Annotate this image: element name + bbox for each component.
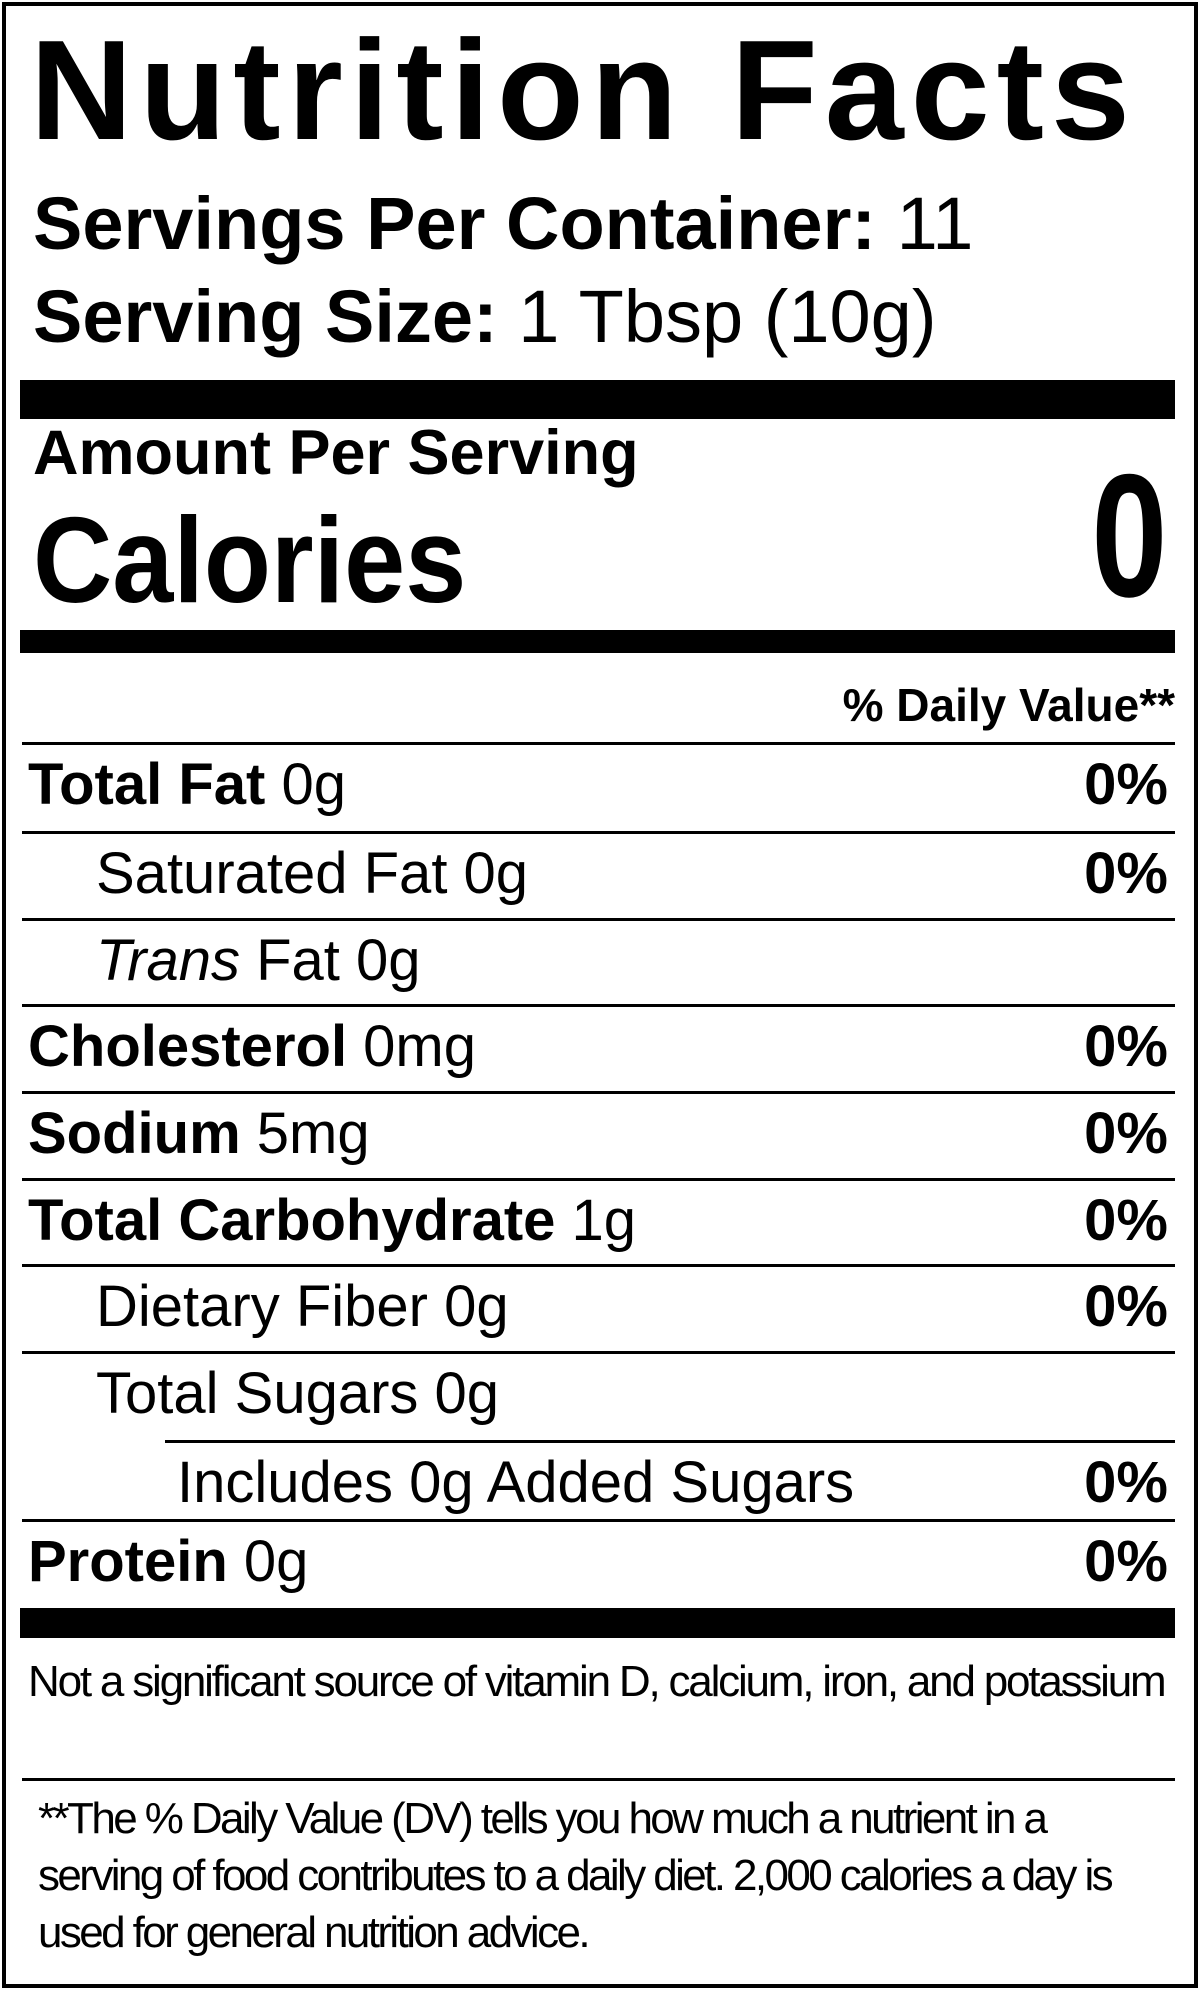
- serving-size-label: Serving Size:: [33, 275, 498, 358]
- daily-value-percent: 0%: [1084, 1188, 1168, 1253]
- daily-value-percent: 0%: [1084, 1101, 1168, 1166]
- serving-size-value: 1 Tbsp (10g): [518, 275, 937, 358]
- calories-value: 0: [1091, 439, 1167, 634]
- not-significant-note: Not a significant source of vitamin D, c…: [28, 1657, 1167, 1706]
- nutrient-label: Cholesterol 0mg: [28, 1014, 477, 1079]
- nutrient-label: Total Sugars 0g: [96, 1361, 500, 1426]
- daily-value-percent: 0%: [1084, 752, 1168, 817]
- added-sugars-partial-rule: [165, 1440, 1175, 1443]
- calories-label: Calories: [33, 492, 467, 628]
- nutrient-label: Dietary Fiber 0g: [96, 1274, 509, 1339]
- serving-size-line: Serving Size: 1 Tbsp (10g): [33, 280, 936, 354]
- daily-value-percent: 0%: [1084, 1450, 1168, 1515]
- nutrient-row-total-fat: Total Fat 0g 0%: [22, 742, 1175, 831]
- daily-value-percent: 0%: [1084, 1014, 1168, 1079]
- nutrient-row-protein: Protein 0g 0%: [22, 1519, 1175, 1608]
- nutrient-row-dietary-fiber: Dietary Fiber 0g 0%: [22, 1264, 1175, 1351]
- label-title: Nutrition Facts: [30, 11, 1137, 170]
- nutrient-label: Sodium 5mg: [28, 1101, 370, 1166]
- nutrient-row-added-sugars: Includes 0g Added Sugars 0%: [22, 1440, 1175, 1519]
- footnote-rule: [22, 1778, 1175, 1781]
- daily-value-header: % Daily Value**: [842, 679, 1175, 731]
- servings-per-container-line: Servings Per Container: 11: [33, 187, 973, 261]
- thick-divider-calories: [20, 630, 1175, 653]
- nutrient-row-saturated-fat: Saturated Fat 0g 0%: [22, 831, 1175, 918]
- nutrient-label: Saturated Fat 0g: [96, 841, 529, 906]
- thick-divider-bottom: [20, 1608, 1175, 1638]
- servings-per-container-value: 11: [896, 182, 974, 265]
- nutrient-label: Includes 0g Added Sugars: [177, 1450, 855, 1515]
- thick-divider-top: [20, 380, 1175, 419]
- amount-per-serving-label: Amount Per Serving: [33, 418, 639, 488]
- nutrient-row-cholesterol: Cholesterol 0mg 0%: [22, 1004, 1175, 1091]
- daily-value-percent: 0%: [1084, 841, 1168, 906]
- nutrient-label: Total Carbohydrate 1g: [28, 1188, 637, 1253]
- nutrient-row-total-sugars: Total Sugars 0g: [22, 1351, 1175, 1440]
- nutrient-row-sodium: Sodium 5mg 0%: [22, 1091, 1175, 1178]
- nutrient-label: Protein 0g: [28, 1529, 309, 1594]
- daily-value-footnote: **The % Daily Value (DV) tells you how m…: [38, 1794, 1114, 1957]
- nutrient-row-trans-fat: Trans Fat 0g: [22, 918, 1175, 1004]
- nutrient-row-total-carbohydrate: Total Carbohydrate 1g 0%: [22, 1178, 1175, 1264]
- daily-value-percent: 0%: [1084, 1274, 1168, 1339]
- daily-value-percent: 0%: [1084, 1529, 1168, 1594]
- servings-per-container-label: Servings Per Container:: [33, 182, 877, 265]
- nutrient-label: Trans Fat 0g: [96, 928, 421, 993]
- nutrient-label: Total Fat 0g: [28, 752, 346, 817]
